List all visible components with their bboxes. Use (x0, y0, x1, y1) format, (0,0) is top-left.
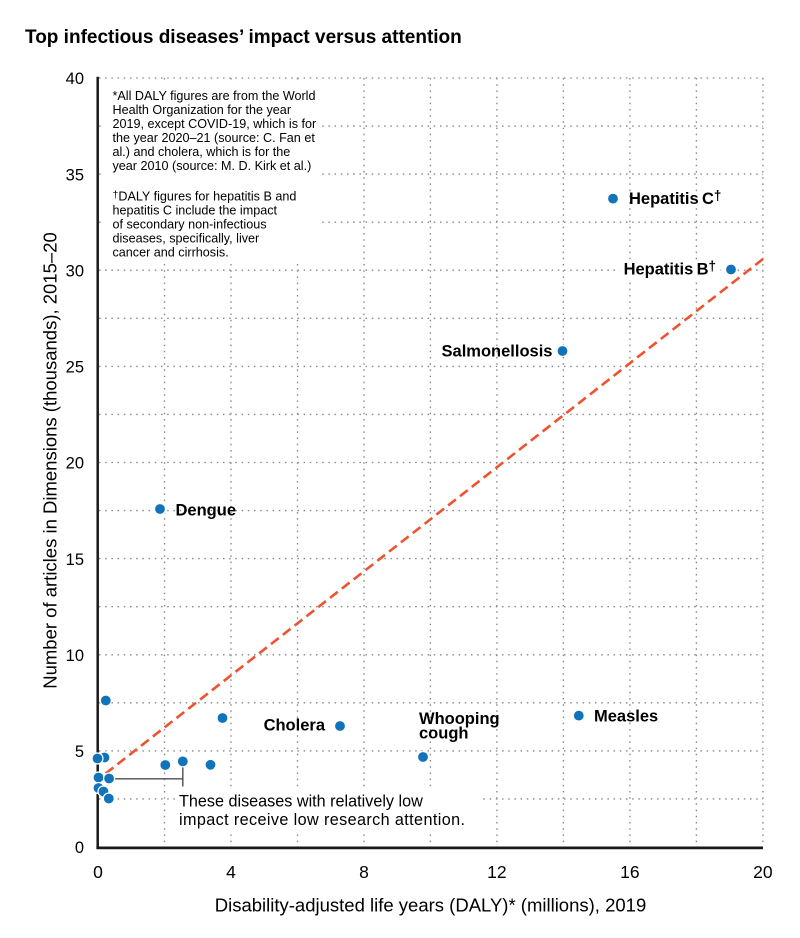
svg-text:40: 40 (66, 70, 84, 88)
svg-text:of secondary non-infectious: of secondary non-infectious (113, 217, 267, 231)
svg-text:12: 12 (487, 862, 506, 882)
svg-text:Disability-adjusted life years: Disability-adjusted life years (DALY)* (… (215, 895, 646, 916)
svg-text:Top infectious diseases’ impac: Top infectious diseases’ impact versus a… (25, 27, 462, 48)
svg-text:20: 20 (753, 862, 773, 882)
svg-text:Hepatitis B†: Hepatitis B† (624, 259, 716, 279)
svg-text:hepatitis C include the impact: hepatitis C include the impact (113, 203, 278, 217)
svg-text:Measles: Measles (594, 708, 658, 726)
svg-text:30: 30 (66, 262, 84, 280)
svg-text:0: 0 (75, 839, 84, 857)
svg-text:Cholera: Cholera (264, 717, 326, 735)
svg-text:†DALY figures for hepatitis B: †DALY figures for hepatitis B and (113, 189, 297, 203)
svg-text:10: 10 (66, 647, 84, 665)
svg-text:Salmonellosis: Salmonellosis (442, 343, 553, 361)
svg-text:4: 4 (226, 862, 236, 882)
svg-text:2019, except COVID-19, which i: 2019, except COVID-19, which is for (113, 117, 317, 131)
svg-text:5: 5 (75, 743, 84, 761)
svg-text:Whooping: Whooping (419, 710, 500, 728)
svg-text:20: 20 (66, 455, 84, 473)
svg-text:25: 25 (66, 359, 84, 377)
svg-text:35: 35 (66, 166, 84, 184)
svg-text:Number of articles in Dimensio: Number of articles in Dimensions (thousa… (40, 232, 61, 689)
svg-text:*All DALY figures are from the: *All DALY figures are from the World (113, 89, 316, 103)
svg-text:8: 8 (359, 862, 369, 882)
svg-text:Hepatitis C†: Hepatitis C† (629, 188, 721, 208)
svg-text:16: 16 (620, 862, 639, 882)
svg-text:the year 2020–21 (source: C. F: the year 2020–21 (source: C. Fan et (113, 131, 316, 145)
svg-text:0: 0 (93, 862, 103, 882)
svg-text:al.) and cholera, which is for: al.) and cholera, which is for the (113, 145, 291, 159)
svg-text:cough: cough (419, 725, 469, 743)
svg-text:These diseases with relatively: These diseases with relatively low (179, 792, 423, 810)
svg-text:Health Organization for the ye: Health Organization for the year (113, 103, 292, 117)
svg-text:15: 15 (66, 551, 84, 569)
svg-text:diseases, specifically, liver: diseases, specifically, liver (113, 232, 260, 246)
svg-text:impact receive low research at: impact receive low research attention. (179, 811, 465, 829)
svg-text:year 2010 (source: M. D. Kirk: year 2010 (source: M. D. Kirk et al.) (113, 159, 312, 173)
svg-text:Dengue: Dengue (176, 502, 237, 520)
svg-text:cancer and cirrhosis.: cancer and cirrhosis. (113, 246, 229, 260)
